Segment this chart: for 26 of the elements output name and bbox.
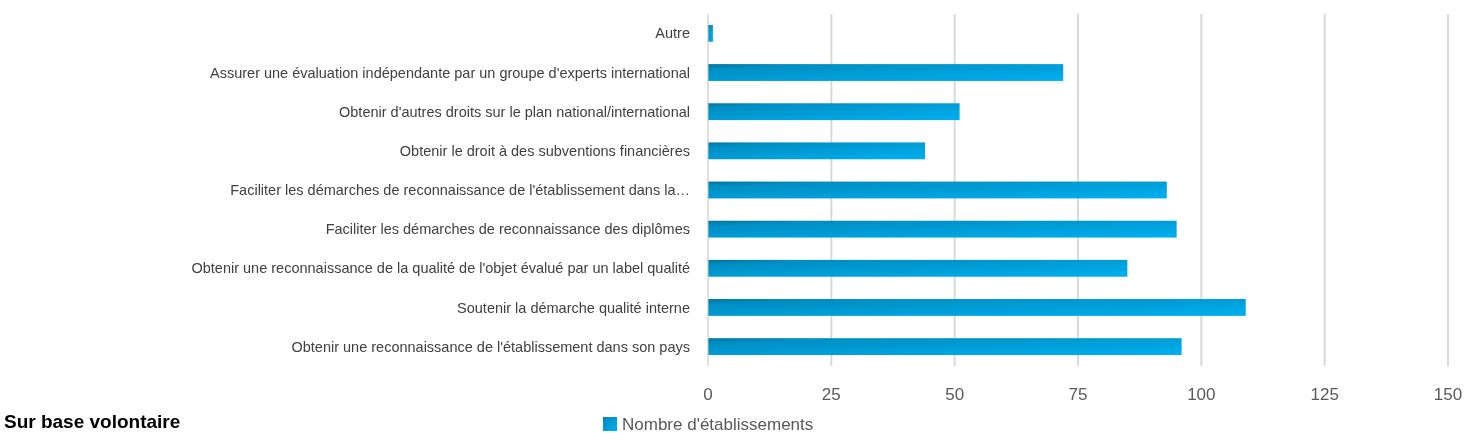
x-tick-label: 125 (1310, 385, 1339, 404)
bar (708, 181, 1167, 199)
y-tick-label: Obtenir une reconnaissance de la qualité de l'objet évalué par un label qualité (191, 260, 690, 277)
y-tick-label: Soutenir la démarche qualité interne (457, 299, 690, 316)
y-tick-label: Assurer une évaluation indépendante par un groupe d'experts international (210, 64, 690, 81)
x-tick-label: 50 (945, 385, 965, 404)
x-tick-label: 75 (1068, 385, 1088, 404)
legend-label: Nombre d'établissements (622, 415, 814, 433)
bar (708, 299, 1246, 316)
y-tick-label: Faciliter les démarches de reconnaissance des diplômes (325, 221, 690, 238)
bar (708, 338, 1182, 356)
bar (708, 259, 1128, 277)
bar (708, 64, 1064, 81)
x-tick-label: 0 (703, 385, 713, 404)
x-tick-label: 150 (1433, 385, 1463, 404)
y-tick-label: Obtenir une reconnaissance de l'établissement dans son pays (291, 338, 690, 355)
y-tick-label: Obtenir le droit à des subventions financières (399, 142, 690, 159)
y-tick-label: Obtenir d'autres droits sur le plan national/international (339, 103, 690, 120)
x-tick-label: 100 (1187, 385, 1216, 404)
bar (708, 220, 1177, 238)
text: Sur base volontaire (4, 411, 181, 432)
x-tick-label: 25 (821, 385, 841, 404)
y-tick-label: Faciliter les démarches de reconnaissance de l'établissement dans la… (230, 182, 690, 199)
y-tick-label: Autre (655, 25, 690, 42)
bar (708, 142, 926, 160)
bar (708, 103, 960, 121)
